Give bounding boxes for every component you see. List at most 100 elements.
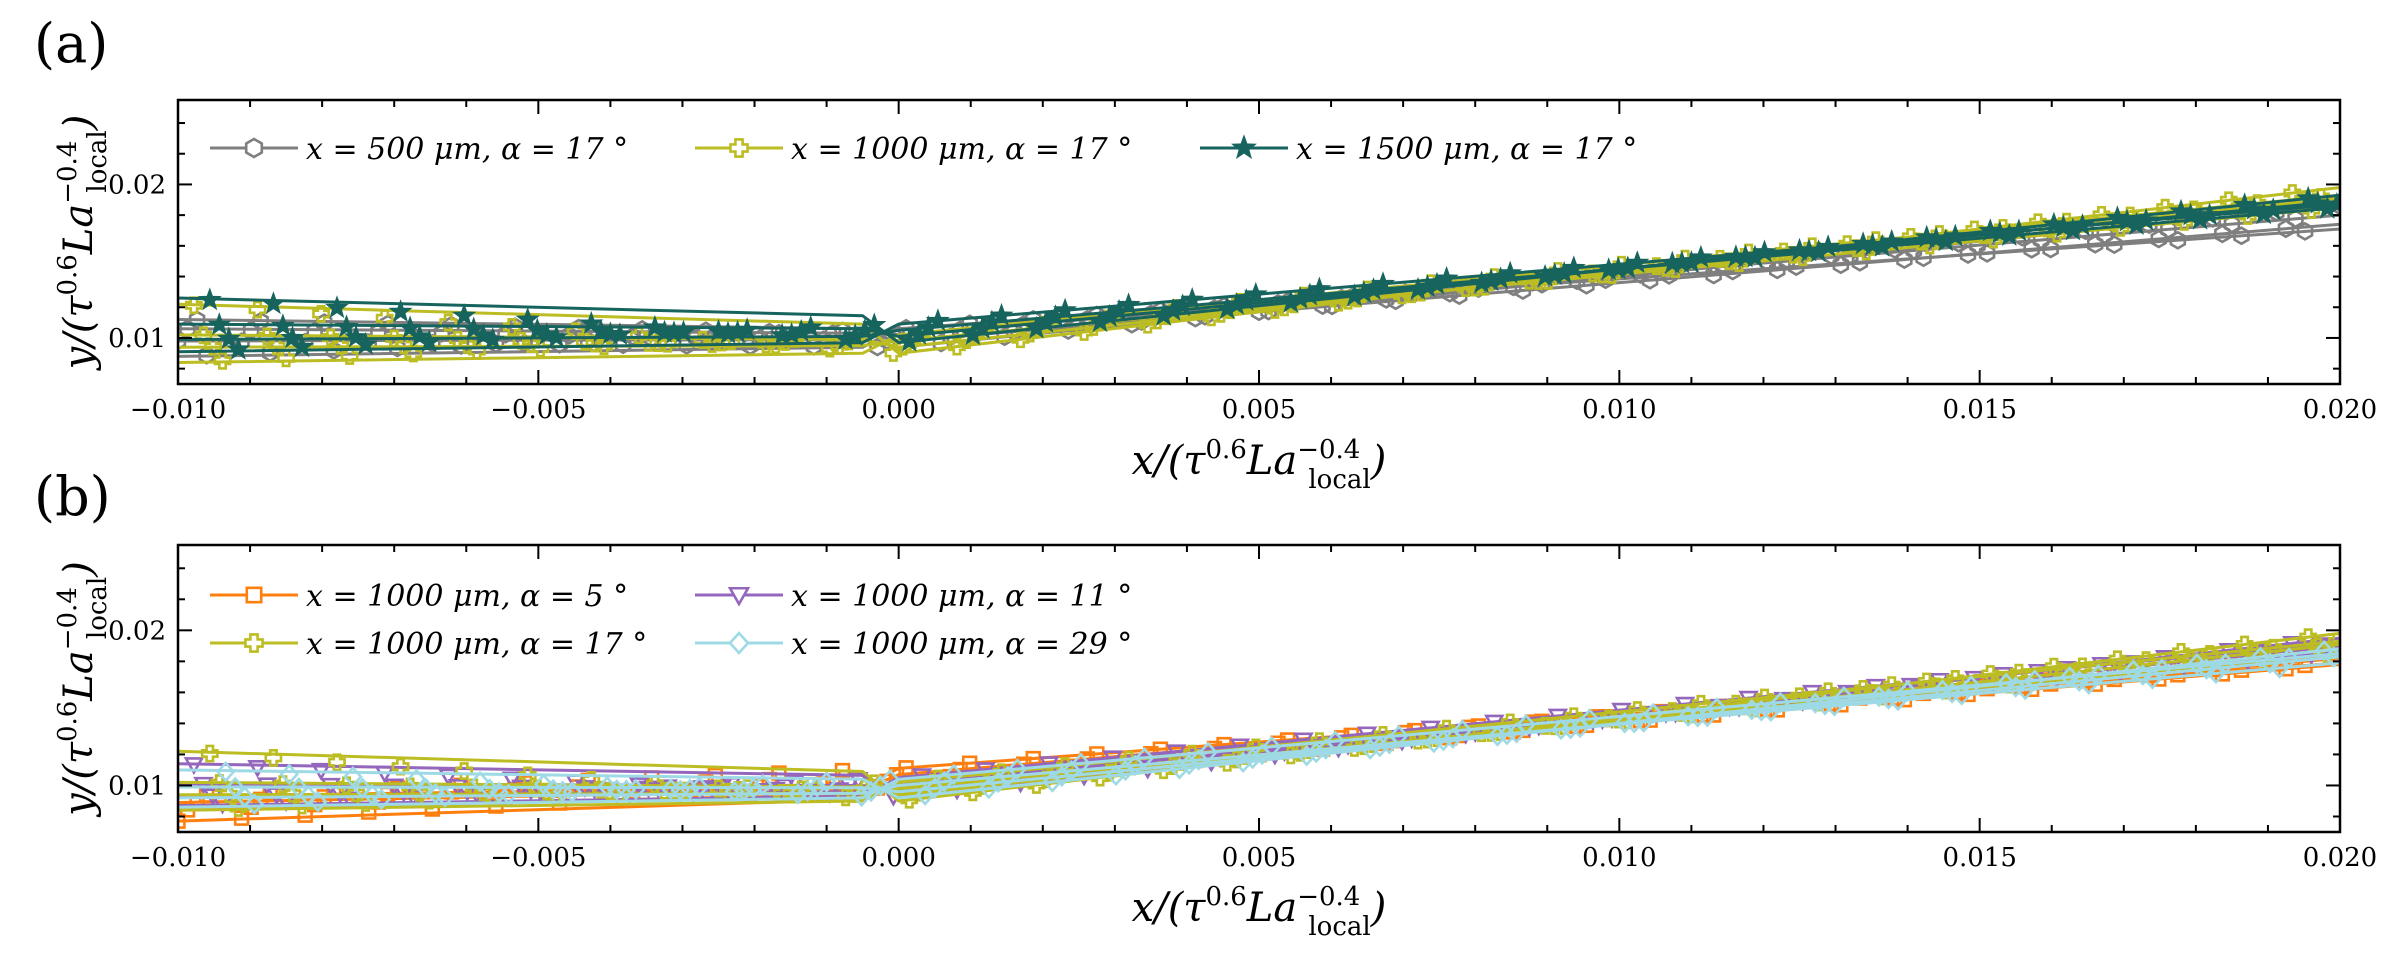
series-star xyxy=(178,185,2340,360)
data-point xyxy=(2088,663,2109,686)
legend-marker xyxy=(727,586,751,607)
legend-label: x = 1000 μm, α = 5 ° xyxy=(306,579,628,614)
data-point xyxy=(502,318,521,336)
data-point xyxy=(1516,713,1536,736)
data-point xyxy=(397,315,423,339)
data-point xyxy=(1951,684,1972,706)
data-point xyxy=(2042,239,2059,259)
data-point xyxy=(518,766,537,785)
legend-item: x = 1000 μm, α = 17 ° xyxy=(695,132,1132,167)
legend-marker xyxy=(729,138,749,158)
data-point xyxy=(2169,230,2187,250)
data-point xyxy=(200,744,219,763)
data-point xyxy=(798,314,823,338)
legend: x = 1000 μm, α = 5 ° x = 1000 μm, α = 11 … xyxy=(210,579,1132,662)
data-point xyxy=(207,312,232,336)
data-point xyxy=(340,347,359,365)
data-point xyxy=(671,319,696,343)
data-point xyxy=(1560,718,1581,740)
data-point xyxy=(213,351,232,370)
data-point xyxy=(247,760,268,778)
data-point xyxy=(248,300,267,319)
data-point xyxy=(2215,652,2236,675)
x-tick-label: 0.020 xyxy=(2303,395,2377,425)
data-point xyxy=(1452,719,1473,741)
data-point xyxy=(1437,719,1456,738)
legend-marker xyxy=(244,633,264,653)
data-point xyxy=(1497,723,1517,746)
data-point xyxy=(1888,689,1908,712)
data-point xyxy=(2197,202,2222,226)
data-point xyxy=(816,771,837,793)
data-point xyxy=(1025,750,1041,767)
data-point xyxy=(438,768,459,787)
y-tick-label: 0.01 xyxy=(108,771,166,801)
data-point xyxy=(404,344,423,363)
data-point xyxy=(585,334,604,353)
data-point xyxy=(479,778,500,800)
data-point xyxy=(1498,260,1523,284)
x-tick-label: 0.000 xyxy=(861,395,935,425)
data-point xyxy=(1434,265,1459,289)
legend-marker xyxy=(728,631,750,655)
data-point xyxy=(2152,658,2172,680)
data-point xyxy=(525,317,550,341)
data-point xyxy=(961,755,978,771)
data-point xyxy=(370,322,387,342)
data-point xyxy=(2324,192,2340,215)
data-point xyxy=(2015,678,2035,701)
data-point xyxy=(1561,255,1586,279)
data-point xyxy=(452,336,470,355)
legend-label: x = 1500 μm, α = 17 ° xyxy=(1296,132,1637,167)
data-point xyxy=(353,331,378,355)
data-point xyxy=(1243,281,1268,305)
data-point xyxy=(188,310,206,330)
x-tick-label: 0.005 xyxy=(1222,843,1296,873)
data-point xyxy=(1770,691,1791,714)
data-point xyxy=(680,778,700,800)
data-point xyxy=(1180,287,1205,311)
data-point xyxy=(544,324,569,348)
legend-label: x = 1000 μm, α = 29 ° xyxy=(791,627,1132,662)
data-point xyxy=(1579,708,1600,730)
panel-label: (b) xyxy=(34,465,111,528)
data-point xyxy=(184,296,203,315)
legend-item: x = 1000 μm, α = 17 ° xyxy=(210,627,647,662)
data-point xyxy=(560,325,578,345)
data-point xyxy=(2025,669,2045,691)
x-tick-label: 0.005 xyxy=(1222,395,1296,425)
data-point xyxy=(2261,197,2286,221)
data-point xyxy=(1116,292,1141,316)
y-axis-label: y/(τ0.6La−0.4local) xyxy=(53,115,113,372)
data-point xyxy=(215,761,236,783)
data-point xyxy=(1643,702,1664,725)
data-point xyxy=(944,763,964,786)
data-point xyxy=(1769,260,1786,280)
x-axis-label: x/(τ0.6La−0.4 local) xyxy=(1132,882,1387,942)
legend-item: x = 500 μm, α = 17 ° xyxy=(210,132,628,167)
data-point xyxy=(277,349,295,368)
data-point xyxy=(455,762,474,780)
series-line xyxy=(178,652,2340,809)
data-point xyxy=(1166,744,1187,763)
data-point xyxy=(1834,686,1854,708)
data-point xyxy=(1007,758,1028,780)
data-point xyxy=(183,757,205,776)
data-point xyxy=(2187,652,2207,675)
data-point xyxy=(743,777,764,799)
legend-item: x = 1500 μm, α = 17 ° xyxy=(1200,132,1637,167)
x-tick-label: 0.015 xyxy=(1942,843,2016,873)
data-point xyxy=(1293,732,1314,751)
x-tick-label: 0.010 xyxy=(1582,395,1656,425)
y-tick-label: 0.02 xyxy=(108,170,166,200)
data-point xyxy=(1229,738,1251,757)
data-point xyxy=(1832,255,1850,275)
data-point xyxy=(925,308,950,332)
data-point xyxy=(753,773,773,796)
data-point xyxy=(2106,235,2123,255)
data-point xyxy=(701,781,723,800)
data-point xyxy=(2233,226,2250,246)
data-point xyxy=(2006,218,2031,242)
x-tick-label: 0.015 xyxy=(1942,395,2016,425)
